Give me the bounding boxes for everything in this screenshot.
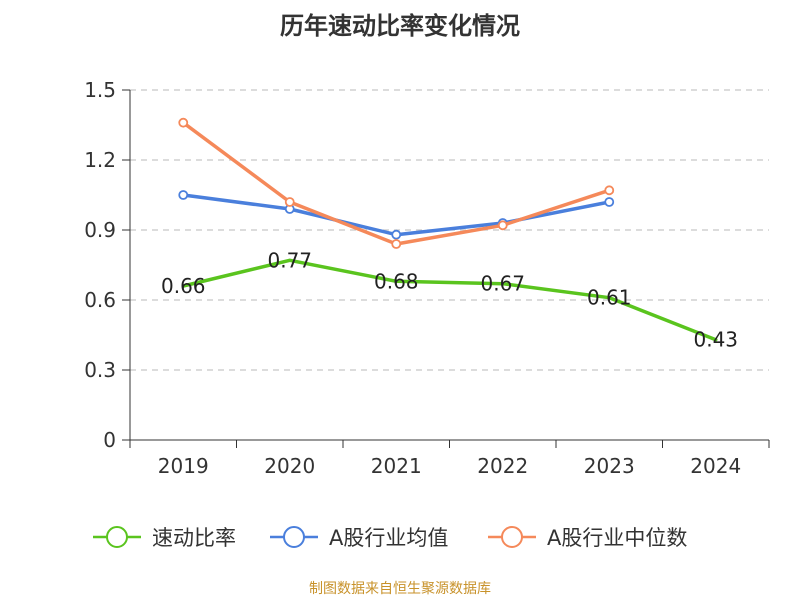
y-tick-label: 1.5 [84, 78, 116, 102]
series-point-2 [604, 185, 615, 196]
x-tick-label: 2023 [584, 454, 635, 478]
y-tick-label: 0.6 [84, 288, 116, 312]
legend-marker [283, 526, 305, 548]
legend-marker [501, 526, 523, 548]
legend-label: A股行业均值 [329, 526, 448, 550]
x-tick-label: 2020 [264, 454, 315, 478]
legend-label: A股行业中位数 [547, 526, 687, 550]
source-note: 制图数据来自恒生聚源数据库 [309, 581, 491, 597]
series-point-2 [284, 197, 295, 207]
x-tick-label: 2019 [158, 454, 209, 478]
series-point-2 [497, 220, 508, 231]
series-point-1 [178, 190, 189, 200]
series-point-1 [391, 229, 402, 240]
x-tick-label: 2021 [371, 454, 422, 478]
legend-marker [106, 526, 128, 548]
x-tick-label: 2024 [690, 454, 741, 478]
data-label: 0.67 [480, 272, 525, 296]
axes: 0 0.3 0.6 0.9 1.2 1.5 2019 2020 2021 2022 2023 2024 [84, 78, 770, 478]
data-label: 0.77 [267, 248, 312, 272]
legend-label: 速动比率 [152, 526, 236, 550]
data-label: 0.66 [161, 274, 206, 298]
series-line-2 [181, 120, 612, 246]
series-point-2 [391, 239, 402, 249]
y-tick-label: 0.9 [84, 218, 116, 242]
y-tick-label: 1.2 [84, 148, 116, 172]
series-point-2 [178, 117, 189, 128]
chart-title: 历年速动比率变化情况 [280, 12, 520, 40]
data-labels: 0.66 0.77 0.68 0.67 0.61 0.43 [161, 248, 738, 351]
y-tick-label: 0 [103, 428, 116, 452]
x-tick-label: 2022 [477, 454, 528, 478]
series-line-0 [181, 258, 718, 342]
series-point-1 [604, 197, 615, 207]
data-label: 0.61 [587, 286, 632, 310]
data-label: 0.43 [693, 328, 738, 352]
legend: 速动比率 A股行业均值 A股行业中位数 [93, 526, 687, 550]
data-label: 0.68 [374, 269, 419, 293]
series-lines [178, 117, 718, 342]
y-tick-label: 0.3 [84, 358, 116, 382]
series-line-1 [181, 193, 612, 237]
